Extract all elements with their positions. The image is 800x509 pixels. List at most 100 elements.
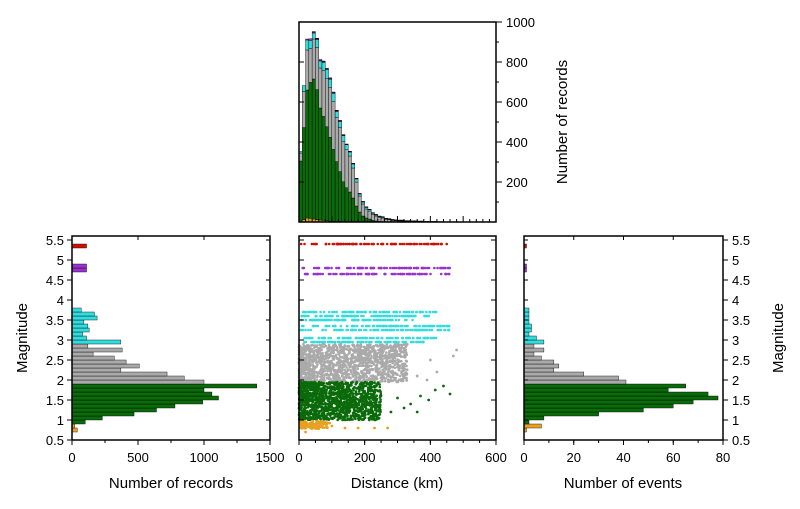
scatter-point <box>408 272 412 276</box>
scatter-point <box>354 373 358 377</box>
scatter-point <box>371 350 375 353</box>
scatter-point <box>324 357 328 360</box>
distance-bar <box>315 89 319 220</box>
scatter-point <box>327 266 331 270</box>
scatter-point <box>419 394 422 398</box>
scatter-point <box>320 336 324 340</box>
scatter-point <box>362 314 365 318</box>
scatter-point <box>368 364 372 367</box>
scatter-point <box>368 350 372 353</box>
scatter-point <box>365 266 369 270</box>
scatter-point <box>345 324 349 328</box>
scatter-point <box>300 383 303 387</box>
scatter-point <box>422 242 426 246</box>
scatter-point <box>387 380 391 384</box>
scatter-point <box>347 394 351 398</box>
scatter-point <box>364 356 368 359</box>
scatter-point <box>314 272 318 276</box>
scatter-point <box>338 355 342 359</box>
scatter-point <box>433 310 437 314</box>
scatter-point <box>374 353 378 357</box>
scatter-point <box>433 266 436 270</box>
scatter-point <box>355 371 358 374</box>
scatter-point <box>342 340 345 344</box>
distance-histogram-ylabel: Number of records <box>554 60 571 184</box>
scatter-point <box>383 340 386 344</box>
scatter-point <box>394 336 397 340</box>
scatter-point <box>340 318 343 322</box>
scatter-point <box>375 376 378 379</box>
scatter-point <box>397 318 401 322</box>
scatter-point <box>443 266 447 270</box>
scatter-point <box>305 357 308 360</box>
scatter-point <box>361 393 364 396</box>
magnitude-bar <box>71 419 86 425</box>
scatter-point <box>390 356 394 359</box>
scatter-point <box>315 361 318 365</box>
magnitude-distance-panel: 0 200 400 600 Distance (km) <box>295 235 507 492</box>
scatter-point <box>319 318 323 322</box>
scatter-point <box>354 405 358 409</box>
scatter-point <box>339 242 343 246</box>
scatter-point <box>385 310 388 314</box>
magnitude-bar <box>71 319 85 325</box>
scatter-point <box>374 343 378 347</box>
scatter-point <box>405 373 409 376</box>
scatter-point <box>335 266 338 270</box>
scatter-point <box>308 418 312 421</box>
scatter-point <box>303 344 307 348</box>
scatter-point <box>328 389 332 393</box>
scatter-point <box>312 266 316 270</box>
scatter-point <box>395 266 398 270</box>
y-tick-label: 3 <box>732 333 739 348</box>
scatter-point <box>379 394 382 398</box>
scatter-point <box>355 242 358 246</box>
scatter-point <box>326 359 330 363</box>
scatter-point <box>305 377 309 381</box>
scatter-point <box>327 366 331 370</box>
scatter-point <box>402 406 406 410</box>
scatter-point <box>347 405 351 408</box>
magnitude-bar <box>523 323 532 329</box>
distance-bar <box>325 126 329 222</box>
scatter-point <box>402 346 406 350</box>
x-tick-label: 0 <box>295 450 302 465</box>
scatter-point <box>386 318 390 322</box>
scatter-point <box>409 340 413 344</box>
scatter-point <box>357 356 360 360</box>
scatter-point <box>415 374 419 378</box>
scatter-point <box>310 395 314 399</box>
scatter-point <box>406 272 410 276</box>
distance-bar <box>325 78 329 128</box>
scatter-point <box>380 336 383 340</box>
scatter-point <box>303 360 306 364</box>
scatter-point <box>390 379 394 383</box>
scatter-point <box>333 324 337 328</box>
scatter-point <box>313 377 316 381</box>
scatter-point <box>326 426 329 429</box>
scatter-point <box>371 393 375 397</box>
distance-histogram-ticks: 200 400 600 800 1000 <box>298 15 535 222</box>
scatter-point <box>343 426 347 430</box>
distance-bar <box>344 187 349 223</box>
scatter-point <box>351 356 355 360</box>
scatter-point <box>436 266 439 270</box>
scatter-point <box>308 336 312 340</box>
scatter-point <box>300 421 303 424</box>
scatter-point <box>347 411 351 414</box>
scatter-point <box>398 360 401 363</box>
scatter-point <box>342 400 346 404</box>
scatter-point <box>300 360 304 363</box>
y-tick-label: 200 <box>506 175 528 190</box>
scatter-point <box>336 375 340 379</box>
scatter-point <box>342 356 346 360</box>
scatter-point <box>315 376 319 379</box>
scatter-point <box>320 369 324 373</box>
scatter-point <box>312 394 316 397</box>
scatter-point <box>315 392 318 396</box>
scatter-point <box>360 364 363 368</box>
scatter-point <box>394 242 397 246</box>
y-tick-label: 4.5 <box>46 273 64 288</box>
scatter-point <box>373 318 376 322</box>
scatter-point <box>353 324 356 328</box>
